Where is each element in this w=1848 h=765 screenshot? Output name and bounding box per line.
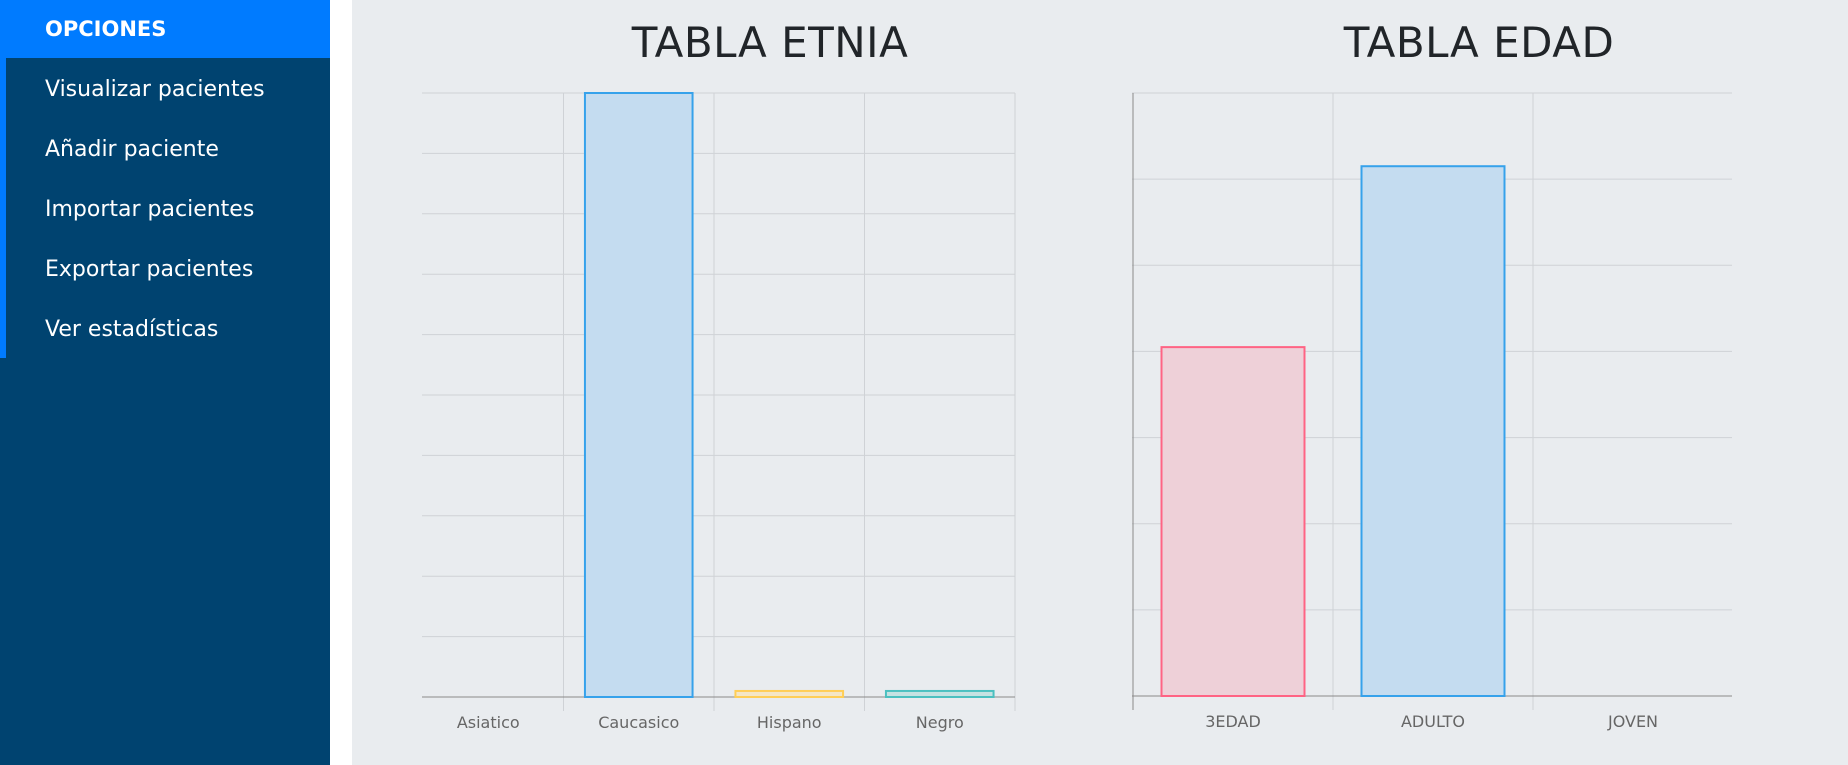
chart-edad: 0204060801001201403EDADADULTOJOVEN xyxy=(1132,92,1732,731)
chart-title-edad: TABLA EDAD xyxy=(1343,18,1615,67)
chart-title-etnia: TABLA ETNIA xyxy=(631,18,909,67)
etnia-bar-caucasico xyxy=(583,92,694,698)
etnia-bar-hispano xyxy=(734,689,845,699)
etnia-category-label: Negro xyxy=(916,713,964,732)
sidebar-header: OPCIONES xyxy=(0,0,330,58)
edad-bar-adulto xyxy=(1360,165,1506,697)
edad-category-label: ADULTO xyxy=(1401,712,1465,731)
sidebar-item-visualizar-pacientes[interactable]: Visualizar pacientes xyxy=(45,77,265,102)
main-content: TABLA ETNIA TABLA EDAD 02040608010012014… xyxy=(352,0,1848,765)
sidebar-accent-bar xyxy=(0,58,6,358)
sidebar-gap xyxy=(330,0,352,765)
edad-category-label: JOVEN xyxy=(1607,712,1658,731)
sidebar-item-ver-estadisticas[interactable]: Ver estadísticas xyxy=(45,317,219,342)
sidebar: OPCIONES Visualizar pacientes Añadir pac… xyxy=(0,0,330,765)
edad-bar-3edad xyxy=(1160,346,1306,697)
sidebar-menu: Visualizar pacientes Añadir paciente Imp… xyxy=(0,60,330,360)
etnia-category-label: Caucasico xyxy=(598,713,679,732)
sidebar-item-exportar-pacientes[interactable]: Exportar pacientes xyxy=(45,257,254,282)
edad-category-label: 3EDAD xyxy=(1205,712,1261,731)
sidebar-item-importar-pacientes[interactable]: Importar pacientes xyxy=(45,197,255,222)
etnia-bar-negro xyxy=(884,689,995,699)
chart-etnia: 020406080100120140160180200AsiaticoCauca… xyxy=(422,92,1016,732)
sidebar-item-anadir-paciente[interactable]: Añadir paciente xyxy=(45,137,219,162)
etnia-category-label: Hispano xyxy=(757,713,822,732)
etnia-category-label: Asiatico xyxy=(457,713,520,732)
